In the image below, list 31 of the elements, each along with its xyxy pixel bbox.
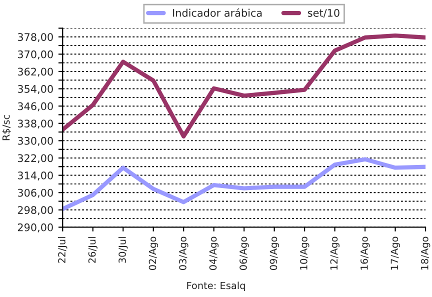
y-axis-title: R$/sc [2,115,12,140]
y-tick-label: 330,00 [18,136,53,146]
legend-label: set/10 [308,8,340,18]
y-tick-label: 314,00 [18,172,53,180]
x-tick-label: 03/Ago [179,236,188,270]
x-tick-label: 02/Ago [148,236,158,270]
x-tick-label: 17/Ago [390,236,400,270]
x-tick-label: 04/Ago [209,236,219,270]
y-tick-label: 322,00 [18,154,53,164]
x-tick-label: 30/Jul [118,237,128,263]
y-tick-label: 290,00 [18,223,53,232]
legend-label: Indicador arábica [173,8,262,17]
source-note: Fonte: Esalq [187,282,245,292]
line-series [62,157,426,212]
y-tick-label: 346,00 [18,102,53,112]
y-tick-label: 370,00 [18,50,53,60]
y-tick-label: 362,00 [18,68,53,77]
x-tick-label: 22/Jul [58,237,68,263]
x-tick-label: 26/Jul [88,237,98,263]
line-series [62,33,426,138]
x-tick-label: 18/Ago [420,236,430,270]
x-tick-label: 16/Ago [360,236,370,270]
y-tick-label: 306,00 [18,188,53,198]
x-tick-label: 09/Ago [270,236,280,270]
x-tick-label: 12/Ago [330,236,340,270]
y-tick-label: 354,00 [18,85,53,94]
x-tick-label: 06/Ago [240,236,249,270]
x-tick-label: 10/Ago [300,236,310,270]
y-tick-label: 338,00 [18,120,53,129]
y-tick-label: 298,00 [18,206,53,216]
y-tick-label: 378,00 [18,33,53,42]
